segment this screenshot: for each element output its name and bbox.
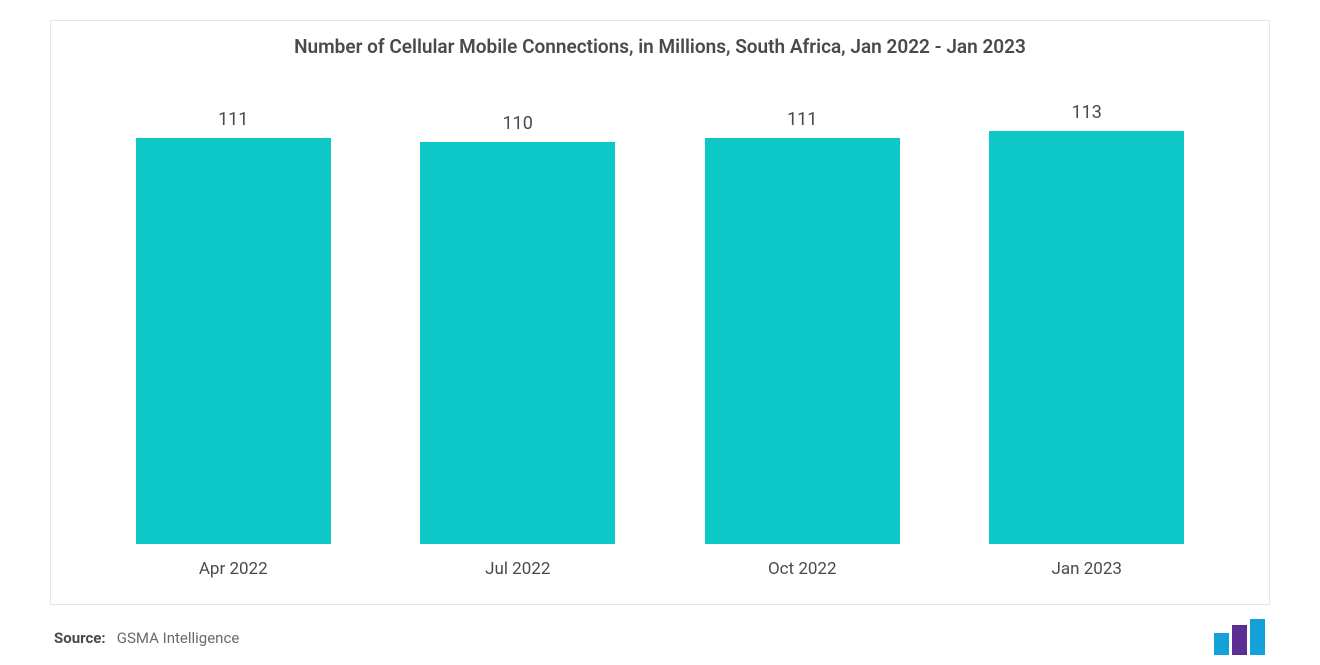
brand-logo-icon — [1212, 619, 1268, 655]
bar-3 — [989, 131, 1184, 544]
logo-bar-2 — [1232, 625, 1247, 655]
x-label-0: Apr 2022 — [91, 559, 376, 579]
chart-title: Number of Cellular Mobile Connections, i… — [51, 21, 1269, 58]
x-axis: Apr 2022 Jul 2022 Oct 2022 Jan 2023 — [91, 559, 1229, 579]
x-label-1: Jul 2022 — [376, 559, 661, 579]
chart-container: Number of Cellular Mobile Connections, i… — [50, 20, 1270, 605]
bar-group-2: 111 — [660, 109, 945, 544]
x-label-3: Jan 2023 — [945, 559, 1230, 579]
plot-area: 111 110 111 113 — [91, 101, 1229, 544]
bar-0 — [136, 138, 331, 544]
logo-bar-1 — [1214, 633, 1229, 655]
x-label-2: Oct 2022 — [660, 559, 945, 579]
bar-group-1: 110 — [376, 113, 661, 544]
bars-row: 111 110 111 113 — [91, 101, 1229, 544]
source-line: Source: GSMA Intelligence — [54, 629, 239, 647]
bar-2 — [705, 138, 900, 544]
bar-value-3: 113 — [1072, 102, 1102, 123]
bar-group-3: 113 — [945, 102, 1230, 544]
bar-value-2: 111 — [787, 109, 817, 130]
source-label: Source: — [54, 629, 106, 647]
bar-1 — [420, 142, 615, 544]
bar-group-0: 111 — [91, 109, 376, 544]
logo-bar-3 — [1250, 619, 1265, 655]
source-text: GSMA Intelligence — [117, 629, 240, 647]
bar-value-1: 110 — [503, 113, 533, 134]
bar-value-0: 111 — [218, 109, 248, 130]
